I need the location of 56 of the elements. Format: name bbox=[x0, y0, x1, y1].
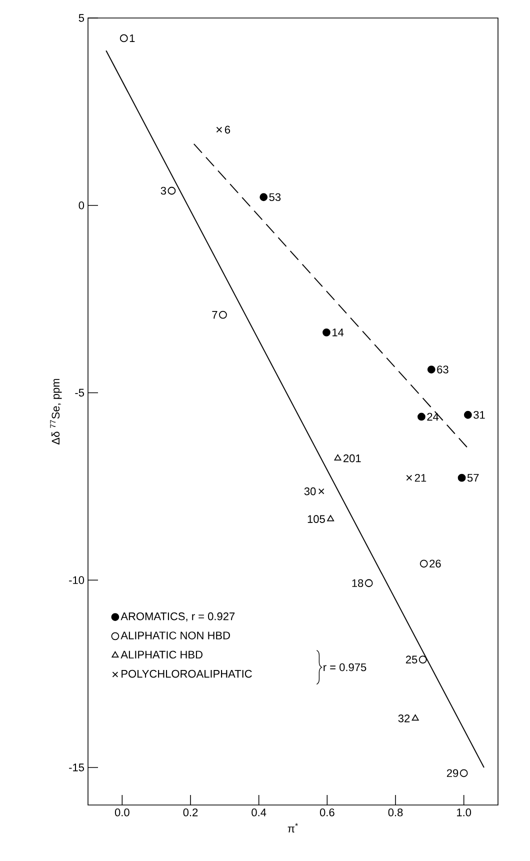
x-tick-label: 0.4 bbox=[252, 808, 266, 816]
x-tick-label: 0.8 bbox=[388, 808, 403, 816]
x-tick-label: 1.0 bbox=[457, 808, 472, 816]
point bbox=[458, 474, 466, 482]
point bbox=[364, 579, 373, 588]
annotation: 53 bbox=[269, 193, 281, 202]
point bbox=[460, 769, 468, 778]
annotation: 29 bbox=[446, 769, 458, 778]
point bbox=[464, 410, 472, 419]
annotation: 57 bbox=[467, 474, 479, 482]
point bbox=[260, 193, 268, 202]
legend-label: POLYCHLOROALIPHATIC bbox=[122, 670, 252, 678]
annotation: r = 0.975 bbox=[324, 663, 366, 672]
point bbox=[406, 474, 412, 481]
annotation: 24 bbox=[427, 412, 439, 421]
point bbox=[216, 126, 222, 133]
legend-label: AROMATICS, r = 0.927 bbox=[120, 612, 235, 622]
annotation: 6 bbox=[224, 126, 230, 134]
point bbox=[420, 560, 428, 568]
point bbox=[327, 515, 334, 522]
point bbox=[120, 34, 128, 42]
annotation: 3 bbox=[160, 186, 166, 195]
point bbox=[322, 328, 330, 336]
annotation: 14 bbox=[332, 328, 344, 336]
annotation: 63 bbox=[437, 366, 448, 374]
y-tick-label: -10 bbox=[69, 576, 84, 584]
x-tick-label: 0.0 bbox=[114, 808, 130, 816]
y-tick-label: 0 bbox=[78, 201, 84, 210]
annotation: 31 bbox=[474, 410, 485, 419]
annotation: 30 bbox=[304, 487, 316, 496]
legend-label: ALIPHATIC HBD bbox=[120, 650, 202, 659]
point bbox=[318, 488, 324, 494]
annotation: 32 bbox=[398, 714, 410, 722]
legend-label: ALIPHATIC NON HBD bbox=[120, 632, 230, 640]
point bbox=[427, 366, 436, 374]
x-tick-label: 0.2 bbox=[183, 808, 198, 816]
point bbox=[219, 310, 227, 319]
point bbox=[334, 454, 342, 461]
y-axis-title: Δδ $^{77}$Se, ppm bbox=[50, 378, 62, 444]
y-tick-label: -5 bbox=[75, 388, 84, 397]
annotation: 21 bbox=[414, 474, 426, 482]
annotation: 1 bbox=[130, 34, 135, 42]
y-tick-label: 5 bbox=[78, 14, 84, 22]
point bbox=[412, 714, 419, 721]
point bbox=[418, 656, 427, 664]
x-tick-label: 0.6 bbox=[320, 808, 334, 816]
point bbox=[418, 412, 426, 421]
annotation: 105 bbox=[308, 515, 325, 523]
annotation: 18 bbox=[352, 579, 364, 588]
annotation: 25 bbox=[406, 656, 418, 664]
annotation: 26 bbox=[430, 560, 441, 568]
annotation: 201 bbox=[344, 454, 361, 462]
y-tick-label: -15 bbox=[69, 764, 84, 772]
point bbox=[168, 186, 176, 195]
annotation: 7 bbox=[212, 311, 218, 319]
x-axis-title: π$^{*}$ bbox=[288, 823, 298, 833]
